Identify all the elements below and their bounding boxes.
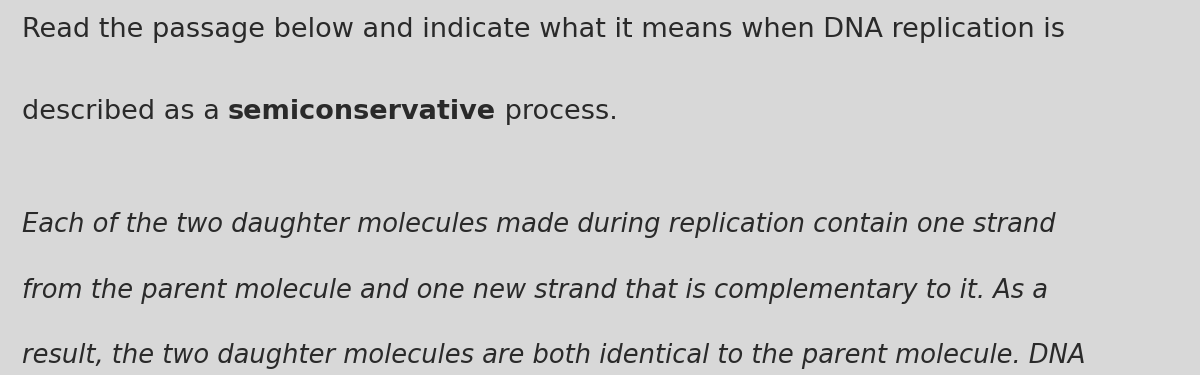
Text: process.: process. xyxy=(497,99,618,125)
Text: semiconservative: semiconservative xyxy=(228,99,497,125)
Text: described as a: described as a xyxy=(22,99,228,125)
Text: result, the two daughter molecules are both identical to the parent molecule. DN: result, the two daughter molecules are b… xyxy=(22,343,1085,369)
Text: Read the passage below and indicate what it means when DNA replication is: Read the passage below and indicate what… xyxy=(22,17,1064,43)
Text: Each of the two daughter molecules made during replication contain one strand: Each of the two daughter molecules made … xyxy=(22,212,1055,238)
Text: from the parent molecule and one new strand that is complementary to it. As a: from the parent molecule and one new str… xyxy=(22,278,1048,303)
